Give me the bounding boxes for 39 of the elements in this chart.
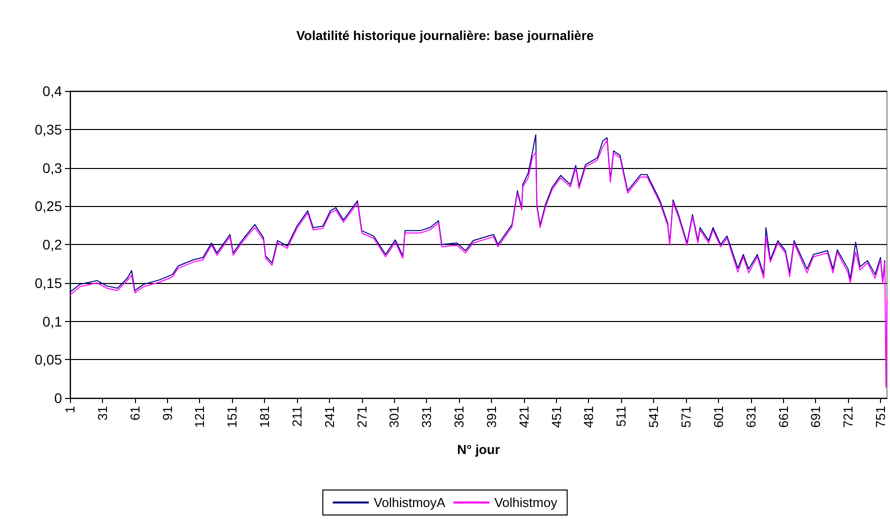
y-tick-label: 0,25 — [34, 198, 62, 214]
x-tick-label: 721 — [840, 406, 856, 428]
x-tick-label: 601 — [710, 406, 726, 428]
x-tick-label: 481 — [581, 406, 596, 428]
y-tick-label: 0,3 — [42, 160, 62, 176]
x-tick-label: 271 — [354, 406, 370, 428]
x-tick-label: 541 — [646, 406, 662, 428]
x-tick-label: 421 — [516, 406, 532, 428]
x-tick-label: 301 — [386, 406, 402, 428]
x-tick-label: 751 — [873, 406, 888, 428]
y-tick-label: 0,15 — [34, 274, 62, 291]
x-tick-label: 91 — [160, 406, 175, 420]
x-tick-label: 61 — [127, 406, 142, 420]
y-tick-label: 0 — [54, 390, 62, 406]
y-tick-label: 0,05 — [34, 352, 62, 368]
x-tick-label: 331 — [419, 406, 434, 428]
x-tick-label: 361 — [452, 406, 467, 428]
y-tick-label: 0,35 — [34, 121, 62, 138]
x-tick-label: 121 — [192, 406, 208, 428]
y-tick-label: 0,4 — [42, 83, 62, 99]
x-tick-label: 241 — [322, 406, 337, 428]
x-tick-label: 511 — [614, 406, 629, 427]
x-tick-label: 661 — [776, 406, 791, 428]
x-tick-label: 571 — [678, 406, 694, 428]
x-axis-title: N° jour — [457, 442, 500, 457]
x-tick-label: 31 — [94, 406, 110, 420]
y-tick-label: 0,1 — [42, 313, 62, 330]
x-tick-label: 691 — [808, 406, 824, 428]
x-tick-label: 451 — [548, 406, 564, 428]
y-tick-label: 0,2 — [42, 236, 62, 252]
legend-label: Volhistmoy — [494, 495, 558, 510]
chart-title: Volatilité historique journalière: base journalière — [296, 28, 594, 43]
x-tick-label: 1 — [62, 406, 78, 414]
legend-label: VolhistmoyA — [374, 495, 446, 510]
x-tick-label: 151 — [224, 406, 240, 428]
x-tick-label: 631 — [743, 406, 758, 428]
x-tick-label: 211 — [289, 406, 304, 427]
x-tick-label: 181 — [257, 406, 272, 428]
x-tick-label: 391 — [484, 406, 499, 428]
